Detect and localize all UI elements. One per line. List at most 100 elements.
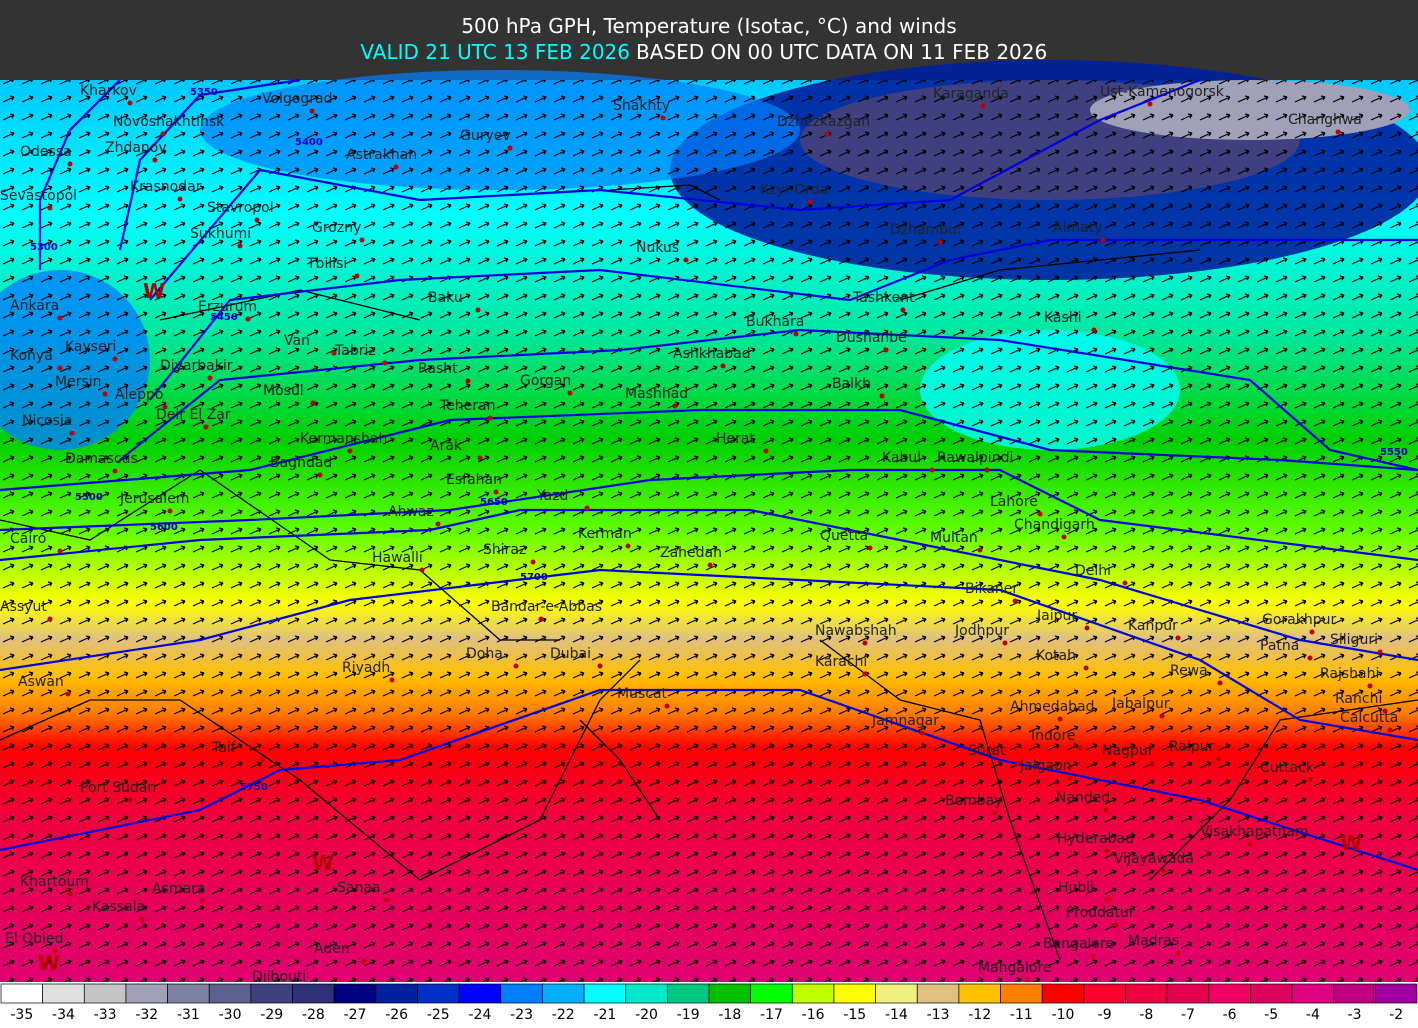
city-dot [67,891,73,897]
city-label: Mosul [263,383,304,399]
legend-swatch [1291,983,1335,1004]
city-label: Mersin [55,374,102,390]
legend-swatch [1375,983,1418,1004]
city-label: Volgograd [262,91,333,107]
city-dot [347,448,353,454]
legend-swatch [458,983,502,1004]
title: 500 hPa GPH, Temperature (Isotac, °C) an… [461,14,956,38]
legend-swatch [583,983,627,1004]
legend-swatch [1208,983,1251,1004]
legend-swatch [0,983,43,1004]
city-label: Bangalore [1043,936,1114,952]
city-dot [47,205,53,211]
city-label: Rasht [418,361,458,377]
city-label: Kanpur [1128,618,1178,634]
city-label: Bandar-e-Abbas [491,599,602,615]
legend-label: -6 [1223,1007,1237,1023]
city-dot [507,145,513,151]
city-label: Konya [10,348,53,364]
city-dot [112,356,118,362]
city-dot [1078,745,1084,751]
legend-label: -16 [802,1007,825,1023]
city-label: Delhi [1075,563,1111,579]
legend-label: -23 [510,1007,533,1023]
city-label: Bukhara [746,314,804,330]
legend-label: -18 [718,1007,741,1023]
city-label: Hubli [1058,880,1094,896]
city-label: Surat [968,743,1006,759]
legend-swatch [1125,983,1168,1004]
city-dot [807,199,813,205]
contour-line [0,568,1418,742]
legend-swatch [542,983,585,1004]
legend-swatch [1250,983,1293,1004]
city-dot [57,548,63,554]
city-dot [937,239,943,245]
city-dot [477,455,483,461]
city-dot [487,415,493,421]
legend-label: -27 [344,1007,367,1023]
city-dot [1002,640,1008,646]
city-dot [384,897,390,903]
city-dot [393,164,399,170]
legend-label: -12 [968,1007,991,1023]
city-label: Karaganda [933,86,1009,102]
city-label: Taif [211,740,237,756]
city-label: Ankara [10,298,59,314]
contour-label: 5300 [30,242,58,253]
city-dot [584,505,590,511]
city-dot [1147,101,1153,107]
city-label: Almaty [1053,220,1102,236]
legend-label: -11 [1010,1007,1033,1023]
city-dot [1037,511,1043,517]
city-label: Nawabshah [815,623,897,639]
city-dot [359,237,365,243]
city-label: Doha [466,646,503,662]
city-label: Gorakhpur [1262,612,1336,628]
legend-label: -22 [552,1007,575,1023]
contour-line [0,468,1418,562]
city-dot [1159,713,1165,719]
city-label: Rajshahi [1320,666,1379,682]
legend-swatch [375,983,418,1004]
city-label: Mashhad [625,386,688,402]
legend-label: -4 [1306,1007,1320,1023]
legend-swatch [417,983,460,1004]
contour-label: 5400 [295,137,323,148]
city-dot [1084,625,1090,631]
legend-swatch [208,983,252,1004]
city-label: Herat [716,431,755,447]
contour-line [0,508,1418,662]
contour-label: 5650 [480,497,508,508]
legend-label: -29 [260,1007,283,1023]
city-label: Damascus [65,451,138,467]
city-dot [625,543,631,549]
city-dot [1367,683,1373,689]
legend-swatch [958,983,1001,1004]
city-label: Dzhambul [890,222,961,238]
legend-label: -10 [1052,1007,1075,1023]
legend-label: -14 [885,1007,908,1023]
city-dot [1309,629,1315,635]
city-dot [203,424,209,430]
pressure-label: W [1340,831,1362,855]
city-dot [707,562,713,568]
legend-swatch [83,983,127,1004]
city-label: Jamnagar [871,713,939,729]
city-label: Guryev [460,128,511,144]
contour-line [0,408,1418,492]
city-label: Khartoum [20,874,89,890]
legend-label: -21 [593,1007,616,1023]
city-label: Karachi [815,654,867,670]
legend-swatch [1166,983,1210,1004]
city-dot [475,307,481,313]
city-label: Raipur [1169,739,1215,755]
city-dot [862,671,868,677]
city-dot [419,567,425,573]
city-dot [980,103,986,109]
city-label: Kerman [578,526,632,542]
city-dot [1090,953,1096,959]
city-label: Riyadh [342,660,390,676]
city-label: Proddatur [1066,905,1135,921]
